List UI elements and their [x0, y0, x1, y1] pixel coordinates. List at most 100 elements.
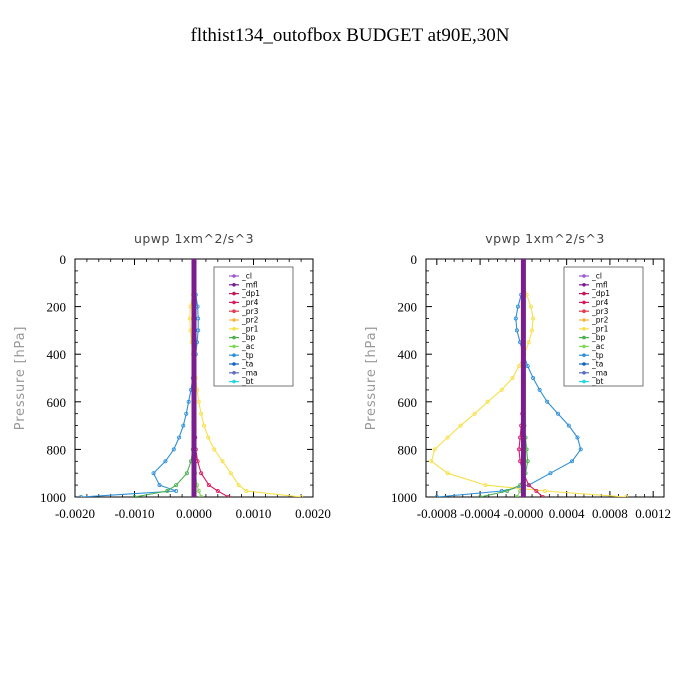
series-point-pr1 — [517, 364, 522, 369]
legend-label: _pr3 — [591, 307, 609, 316]
series-point-pr4 — [215, 489, 220, 494]
series-point-pr1 — [543, 489, 548, 494]
series-point-pr1 — [236, 483, 241, 488]
series-point-pr4 — [199, 471, 204, 476]
series-point-pr4 — [540, 495, 545, 497]
y-axis-label: Pressure [hPa] — [364, 326, 379, 430]
series-point-pr4 — [206, 483, 211, 488]
legend: _cl_mfl_dp1_pr4_pr3_pr2_pr1_bp_ac_tp_ta_… — [213, 266, 294, 387]
panel-vpwp: vpwp 1xm^2/s^3 Pressure [hPa] _cl_mfl_dp… — [364, 231, 671, 521]
series-point-tp — [537, 387, 542, 392]
series-point-tp — [545, 399, 550, 404]
series-point-bp — [132, 495, 137, 497]
legend-marker — [232, 300, 236, 305]
legend-marker — [582, 283, 586, 287]
y-tick-label: 0 — [60, 252, 67, 267]
series-point-pr1 — [530, 328, 535, 333]
y-tick-label: 0 — [411, 252, 418, 267]
series-point-tp — [578, 447, 583, 452]
series-point-pr1 — [499, 387, 504, 392]
series-point-pr1 — [526, 340, 531, 345]
y-tick-label: 400 — [47, 347, 67, 362]
series-point-tp — [151, 471, 156, 476]
series-point-tp — [174, 489, 179, 494]
series-point-pr1 — [228, 471, 233, 476]
panel-upwp: upwp 1xm^2/s^3 Pressure [hPa] _cl_mfl_dp… — [13, 231, 331, 521]
legend-label: _pr1 — [591, 324, 609, 333]
legend-label: _ac — [591, 342, 604, 351]
legend-label: _tp — [591, 351, 604, 360]
legend-marker — [232, 371, 236, 375]
legend-label: _pr2 — [591, 316, 609, 325]
legend-box — [213, 266, 294, 387]
y-tick-label: 1000 — [391, 490, 417, 505]
legend-label: _mfl — [241, 280, 258, 289]
series-point-pr1 — [299, 495, 304, 497]
legend-label: _cl — [241, 272, 252, 281]
series-point-pr4 — [534, 489, 539, 494]
x-tick-label: -0.0008 — [417, 506, 457, 521]
x-tick-label: -0.0020 — [55, 506, 95, 521]
legend-marker — [582, 318, 586, 322]
legend-label: _mfl — [591, 280, 608, 289]
legend-marker — [232, 344, 236, 349]
legend-label: _bt — [591, 377, 604, 386]
legend-label: _pr1 — [241, 324, 259, 333]
series-point-tp — [566, 423, 571, 428]
y-tick-label: 800 — [398, 442, 418, 457]
series-point-tp — [184, 411, 189, 416]
legend-label: _pr2 — [241, 316, 259, 325]
series-line-pr1 — [189, 259, 302, 497]
legend-label: _ta — [241, 360, 253, 369]
legend-marker — [582, 344, 586, 349]
series-point-tp — [575, 435, 580, 440]
panel-title: vpwp 1xm^2/s^3 — [485, 231, 605, 246]
panel-title: upwp 1xm^2/s^3 — [134, 231, 254, 246]
series-point-bp — [478, 495, 483, 497]
series-point-pr1 — [531, 316, 536, 321]
series-point-tp — [525, 364, 530, 369]
series-point-bp — [525, 459, 530, 464]
legend-marker — [582, 353, 586, 357]
series-point-tp — [515, 304, 520, 309]
series-point-pr1 — [202, 423, 207, 428]
series-point-tp — [531, 375, 536, 380]
series-point-tp — [196, 316, 201, 321]
series-point-tp — [513, 316, 518, 321]
series-point-ac — [514, 495, 519, 497]
legend-marker — [582, 309, 586, 313]
series-point-ac — [196, 489, 201, 494]
legend-label: _ac — [241, 342, 254, 351]
series-point-pr4 — [226, 495, 231, 497]
series-point-tp — [548, 471, 553, 476]
legend-label: _ma — [241, 368, 258, 377]
series-point-pr1 — [429, 459, 434, 464]
x-tick-label: -0.0004 — [460, 506, 501, 521]
series-line-tp — [80, 259, 199, 497]
series-point-bp — [165, 489, 170, 494]
legend-marker — [582, 274, 586, 278]
legend-marker — [582, 335, 586, 340]
series-lines — [429, 259, 629, 497]
series-lines — [78, 259, 304, 497]
series-line-pr1 — [430, 259, 627, 497]
legend-label: _cl — [591, 272, 602, 281]
series-point-pr1 — [196, 399, 201, 404]
legend-marker — [232, 318, 236, 322]
x-tick-label: 0.0000 — [176, 506, 212, 521]
legend-marker — [582, 362, 586, 366]
series-point-pr1 — [212, 447, 217, 452]
y-tick-label: 600 — [398, 395, 418, 410]
legend-marker — [582, 371, 586, 375]
series-point-tp — [514, 328, 519, 333]
series-point-tp — [434, 495, 439, 497]
legend-label: _bp — [591, 333, 606, 342]
x-tick-label: -0.0010 — [114, 506, 154, 521]
legend-label: _ma — [591, 368, 608, 377]
legend-marker — [582, 327, 586, 331]
series-point-pr1 — [483, 483, 488, 488]
series-point-pr1 — [432, 447, 437, 452]
legend-box — [563, 266, 644, 387]
series-point-pr1 — [472, 411, 477, 416]
